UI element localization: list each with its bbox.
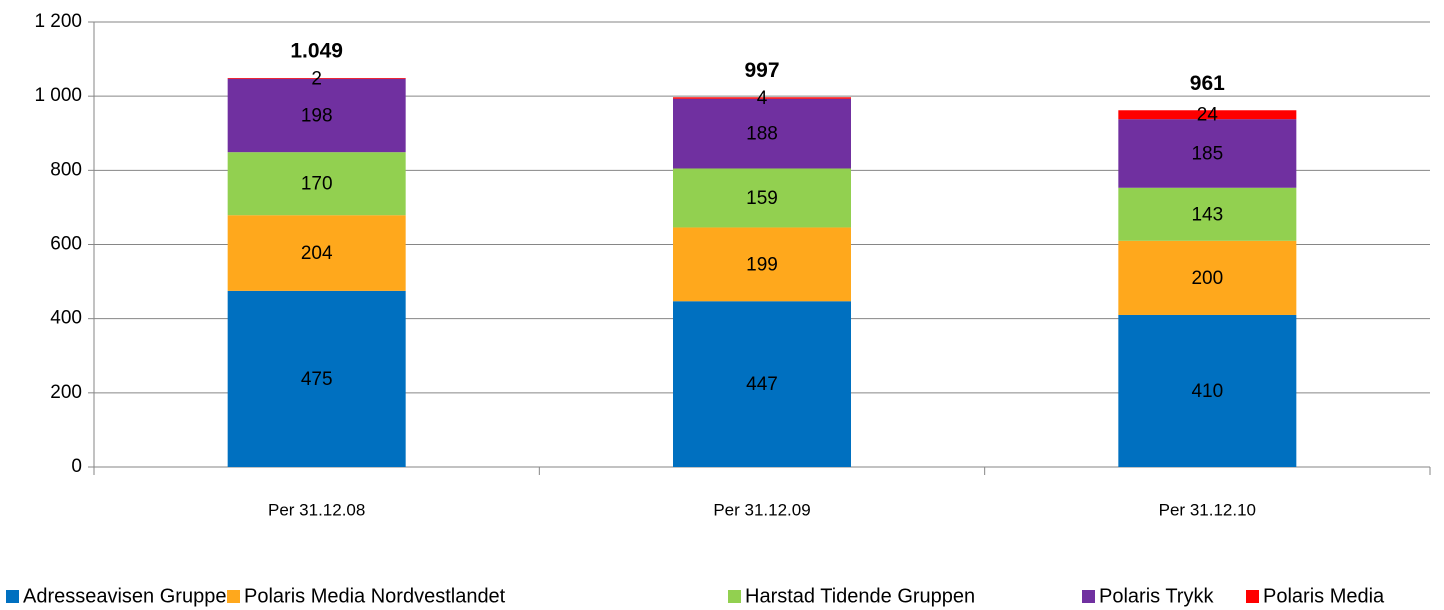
bar-segment	[673, 168, 851, 228]
y-tick-label: 1 200	[34, 11, 82, 32]
data-label: 199	[746, 254, 778, 275]
data-label: 475	[301, 369, 333, 390]
legend-swatch	[227, 590, 240, 603]
total-label: 997	[744, 59, 779, 82]
bar-segment	[1118, 110, 1297, 120]
data-label: 24	[1197, 105, 1219, 126]
y-tick-label: 0	[71, 456, 82, 477]
data-label: 159	[746, 188, 778, 209]
data-label: 2	[311, 68, 322, 89]
y-tick-label: 200	[50, 382, 82, 403]
y-tick-label: 800	[50, 159, 82, 180]
total-label: 961	[1190, 72, 1225, 95]
legend-swatch	[6, 590, 19, 603]
legend-swatch	[1246, 590, 1259, 603]
data-label: 204	[301, 243, 333, 264]
bar-segment	[1118, 187, 1297, 241]
legend-swatch	[728, 590, 741, 603]
bar-segment	[1118, 119, 1297, 188]
total-label: 1.049	[290, 40, 343, 63]
legend-label: Adresseavisen Gruppen	[23, 585, 238, 607]
legend-label: Harstad Tidende Gruppen	[745, 585, 975, 607]
bar-segment	[673, 227, 851, 302]
x-tick-label: Per 31.12.08	[268, 500, 365, 519]
y-tick-label: 400	[50, 308, 82, 329]
bar-segment	[227, 77, 406, 79]
bar-segment	[1118, 314, 1297, 467]
bar-segment	[227, 152, 406, 216]
bar-segment	[673, 301, 851, 467]
x-tick-label: Per 31.12.10	[1159, 500, 1256, 519]
data-label: 188	[746, 124, 778, 145]
data-label: 185	[1191, 143, 1223, 164]
x-tick-label: Per 31.12.09	[713, 500, 810, 519]
bar-segment	[227, 290, 406, 467]
data-label: 143	[1191, 204, 1223, 225]
data-label: 170	[301, 174, 333, 195]
bar-segment	[1118, 240, 1297, 315]
bar-segment	[673, 98, 851, 169]
data-label: 410	[1191, 381, 1223, 402]
data-label: 4	[757, 88, 768, 109]
data-label: 447	[746, 374, 778, 395]
bar-segment	[227, 215, 406, 291]
bar-segment	[673, 97, 851, 99]
y-tick-label: 1 000	[34, 85, 82, 106]
bar-segment	[227, 78, 406, 153]
legend-label: Polaris Trykk	[1099, 585, 1214, 607]
y-tick-label: 600	[50, 234, 82, 255]
legend-swatch	[1082, 590, 1095, 603]
legend-label: Polaris Media Nordvestlandet	[244, 585, 506, 607]
legend-label: Polaris Media	[1263, 585, 1385, 607]
data-label: 198	[301, 105, 333, 126]
data-label: 200	[1191, 268, 1223, 289]
